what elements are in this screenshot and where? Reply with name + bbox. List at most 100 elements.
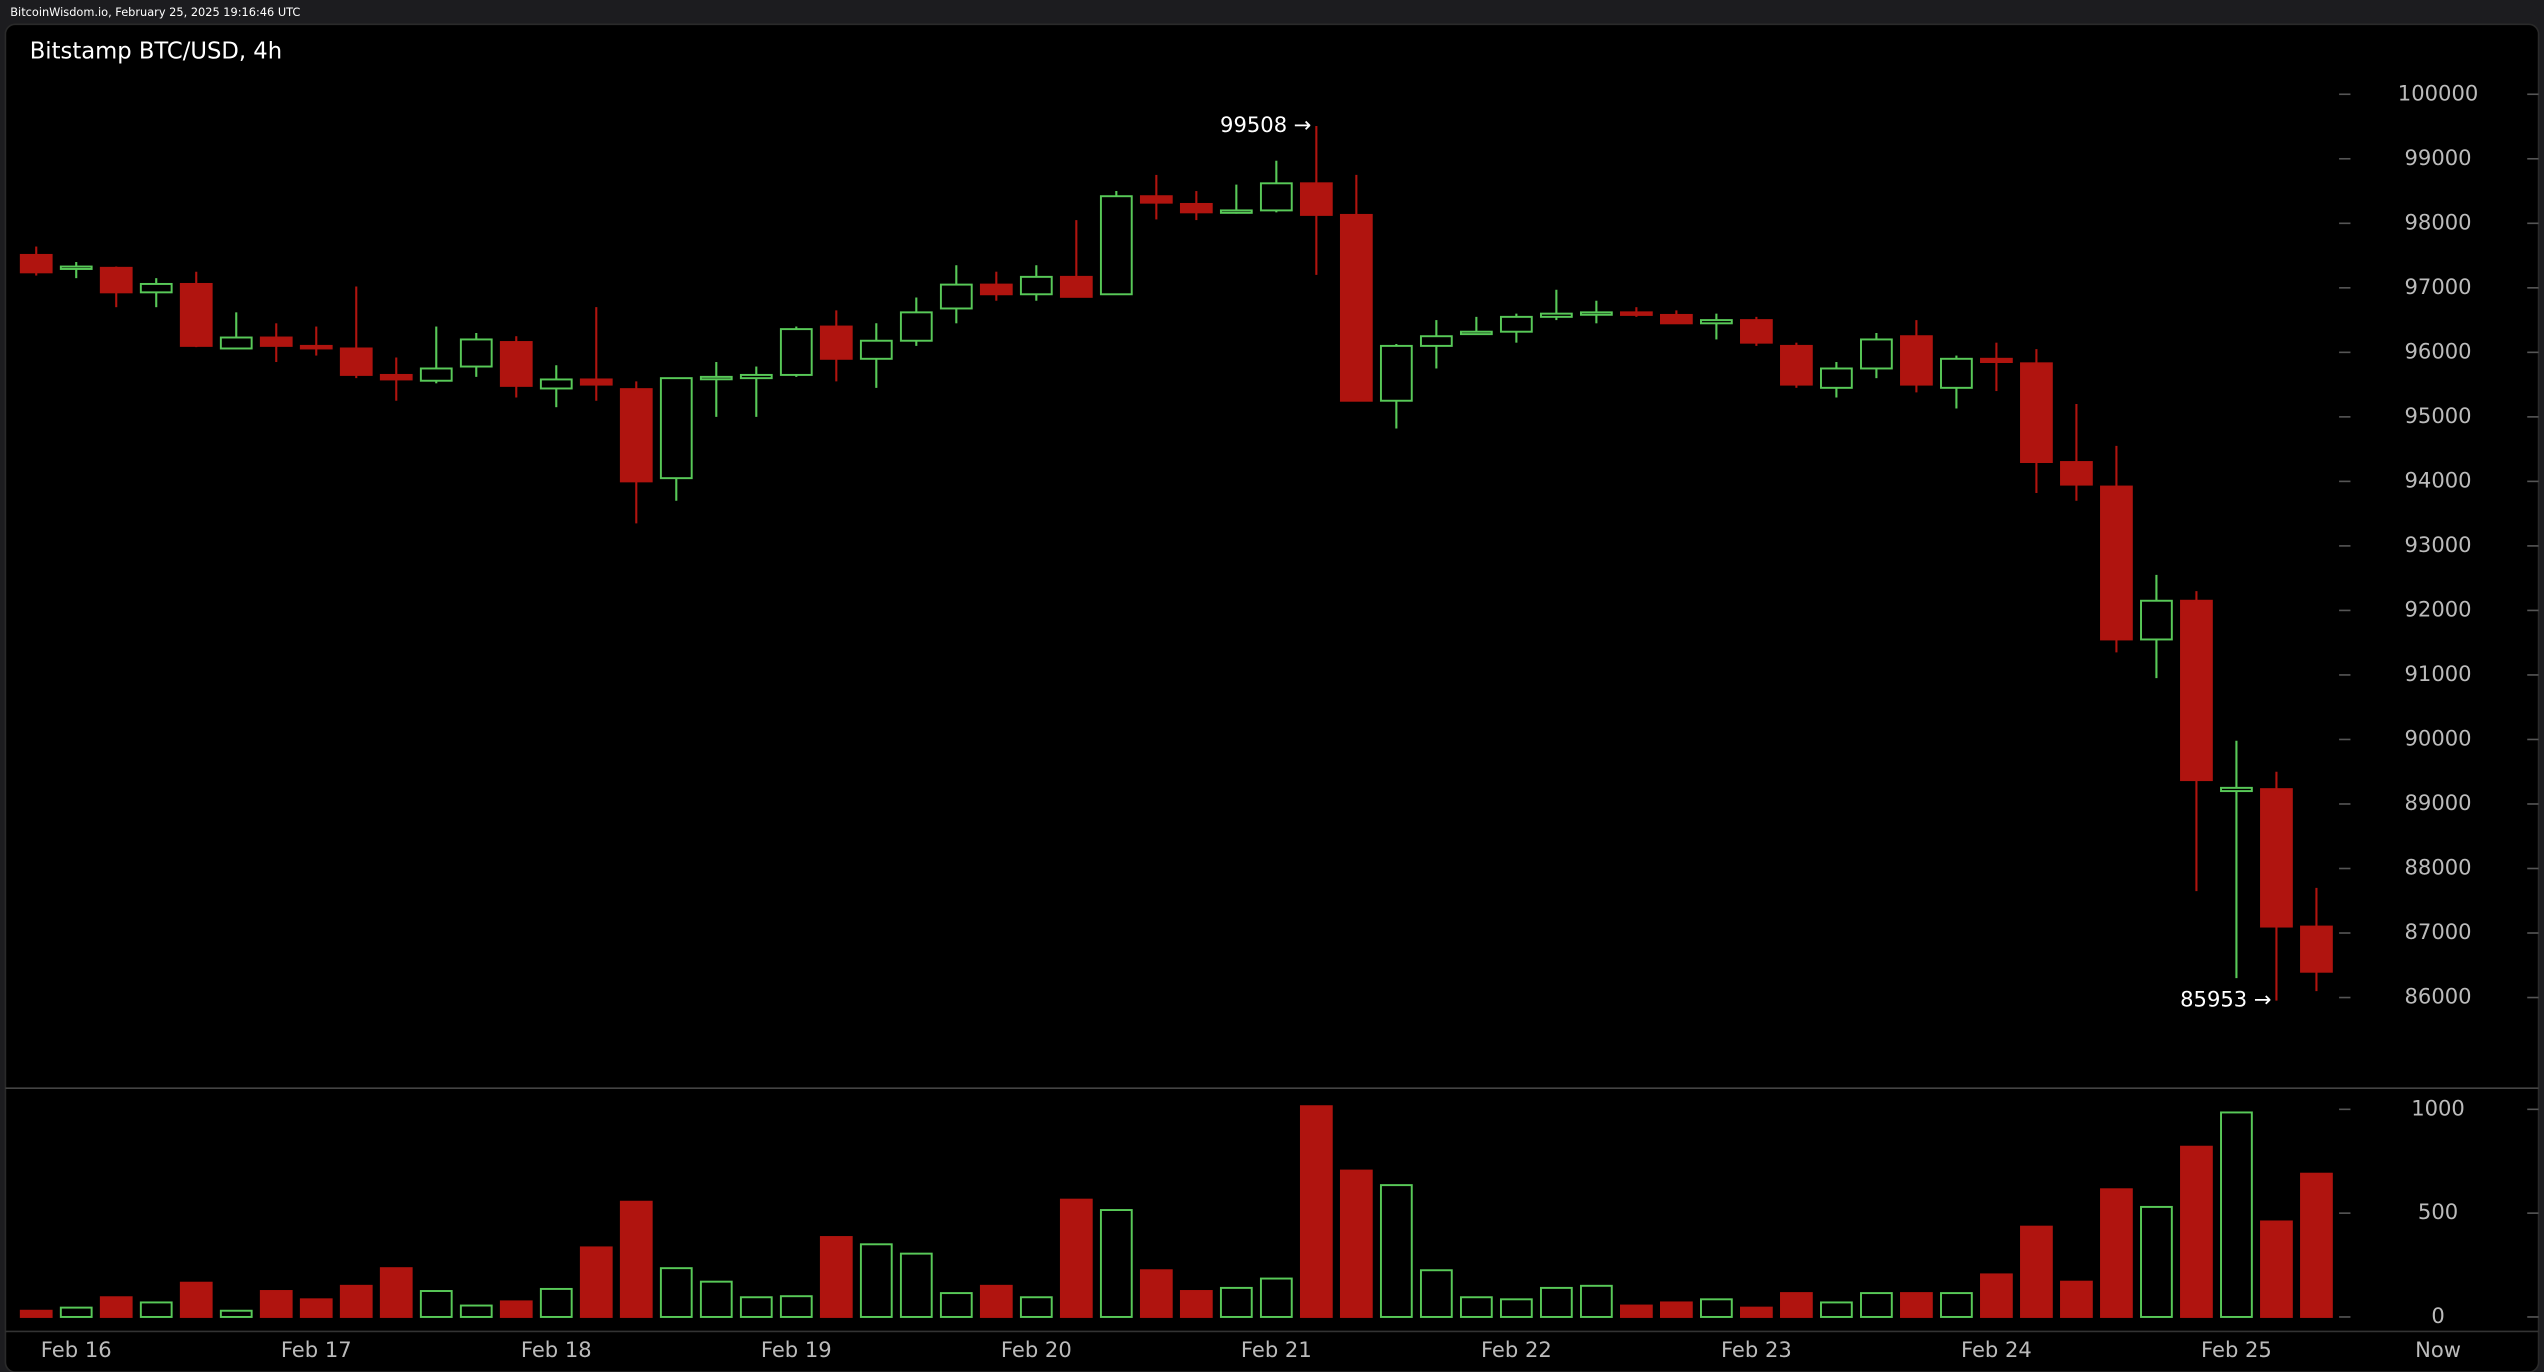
- x-tick-label: Feb 22: [1481, 1337, 1552, 1362]
- candle-body: [1980, 357, 2013, 363]
- candle-body: [419, 367, 453, 382]
- volume-bar: [99, 1296, 133, 1318]
- candle-body: [2140, 599, 2173, 641]
- annotation: 99508 →: [1220, 112, 1311, 137]
- candle-body: [2220, 786, 2253, 793]
- volume-bar: [1219, 1286, 1253, 1318]
- volume-bar: [19, 1309, 53, 1318]
- candle-body: [2100, 485, 2133, 641]
- volume-bar: [739, 1296, 773, 1318]
- volume-bar: [2020, 1225, 2053, 1318]
- candle-body: [299, 344, 333, 350]
- volume-bar: [1940, 1292, 1973, 1318]
- volume-bar: [619, 1200, 653, 1318]
- volume-tick-label: 500: [2418, 1199, 2458, 1224]
- y-tick-label: 91000: [2405, 661, 2472, 686]
- volume-bar: [1179, 1290, 1213, 1318]
- y-tick-label: 92000: [2405, 596, 2472, 621]
- candle-body: [1820, 367, 1853, 389]
- volume-bar: [1459, 1296, 1493, 1318]
- volume-bar: [899, 1252, 933, 1318]
- volume-bar: [459, 1304, 493, 1318]
- candle-body: [1860, 338, 1893, 370]
- candle-body: [779, 328, 813, 376]
- candle-body: [1619, 311, 1653, 316]
- candle-body: [1780, 344, 1813, 386]
- candle-body: [1940, 357, 1973, 389]
- volume-bar: [2180, 1145, 2213, 1318]
- x-tick-label: Feb 17: [281, 1337, 352, 1362]
- x-tick-label: Feb 25: [2201, 1337, 2272, 1362]
- volume-bar: [379, 1267, 413, 1318]
- candle-body: [1219, 209, 1253, 214]
- candle-body: [339, 347, 373, 376]
- volume-bar: [1059, 1198, 1093, 1318]
- volume-bar: [939, 1292, 973, 1318]
- candle-body: [2260, 788, 2293, 928]
- volume-bar: [2140, 1205, 2173, 1318]
- volume-bar: [539, 1287, 573, 1318]
- candle-body: [2300, 925, 2333, 973]
- candle-body: [2180, 599, 2213, 782]
- y-tick-label: 97000: [2405, 274, 2472, 299]
- volume-bar: [139, 1301, 173, 1318]
- candle-body: [1299, 182, 1333, 216]
- volume-bar: [299, 1298, 333, 1318]
- candle-body: [739, 373, 773, 380]
- volume-bar: [699, 1280, 733, 1318]
- y-tick-label: 90000: [2405, 725, 2472, 750]
- candle-body: [1059, 275, 1093, 298]
- candle-body: [579, 378, 613, 386]
- volume-bar: [979, 1284, 1013, 1318]
- volume-bar: [2300, 1172, 2333, 1318]
- candle-body: [1579, 311, 1613, 316]
- candle-body: [1179, 202, 1213, 214]
- candle-body: [899, 311, 933, 342]
- volume-bar: [1700, 1298, 1733, 1318]
- candle-body: [1499, 315, 1533, 333]
- volume-bar: [59, 1306, 93, 1318]
- candle-body: [1659, 313, 1693, 325]
- x-tick-label: Feb 16: [41, 1337, 112, 1362]
- candle-body: [2020, 362, 2053, 464]
- volume-bar: [1339, 1169, 1373, 1318]
- candle-body: [1139, 195, 1173, 204]
- candle-body: [1539, 312, 1573, 318]
- chart-panel: [4, 23, 2540, 1372]
- y-tick-label: 93000: [2405, 532, 2472, 557]
- y-tick-label: 86000: [2405, 984, 2472, 1009]
- candle-body: [539, 378, 573, 390]
- candle-body: [619, 388, 653, 483]
- volume-bar: [659, 1267, 693, 1318]
- volume-bar: [1019, 1296, 1053, 1318]
- volume-bar: [259, 1290, 293, 1318]
- volume-bar: [779, 1295, 813, 1318]
- chart-title: Bitstamp BTC/USD, 4h: [30, 38, 282, 64]
- volume-bar: [419, 1290, 453, 1318]
- volume-bar: [499, 1300, 533, 1318]
- volume-bar: [1900, 1292, 1933, 1318]
- candle-body: [499, 341, 533, 387]
- volume-bar: [1499, 1298, 1533, 1318]
- y-tick-label: 99000: [2405, 145, 2472, 170]
- candle-body: [379, 373, 413, 381]
- candle-body: [1700, 319, 1733, 325]
- y-tick-label: 88000: [2405, 854, 2472, 879]
- volume-bar: [1619, 1304, 1653, 1318]
- now-label: Now: [2415, 1337, 2461, 1362]
- annotation: 85953 →: [2180, 987, 2271, 1012]
- candle-body: [139, 282, 173, 294]
- volume-bar: [1379, 1184, 1413, 1318]
- candle-body: [1379, 344, 1413, 402]
- volume-bar: [1259, 1277, 1293, 1318]
- x-tick-label: Feb 18: [521, 1337, 592, 1362]
- candle-body: [1900, 335, 1933, 386]
- volume-bar: [1980, 1273, 2013, 1318]
- candle-body: [819, 325, 853, 360]
- candle-body: [219, 336, 253, 350]
- candle-body: [1459, 330, 1493, 336]
- volume-bar: [1419, 1269, 1453, 1318]
- candle-body: [179, 282, 213, 347]
